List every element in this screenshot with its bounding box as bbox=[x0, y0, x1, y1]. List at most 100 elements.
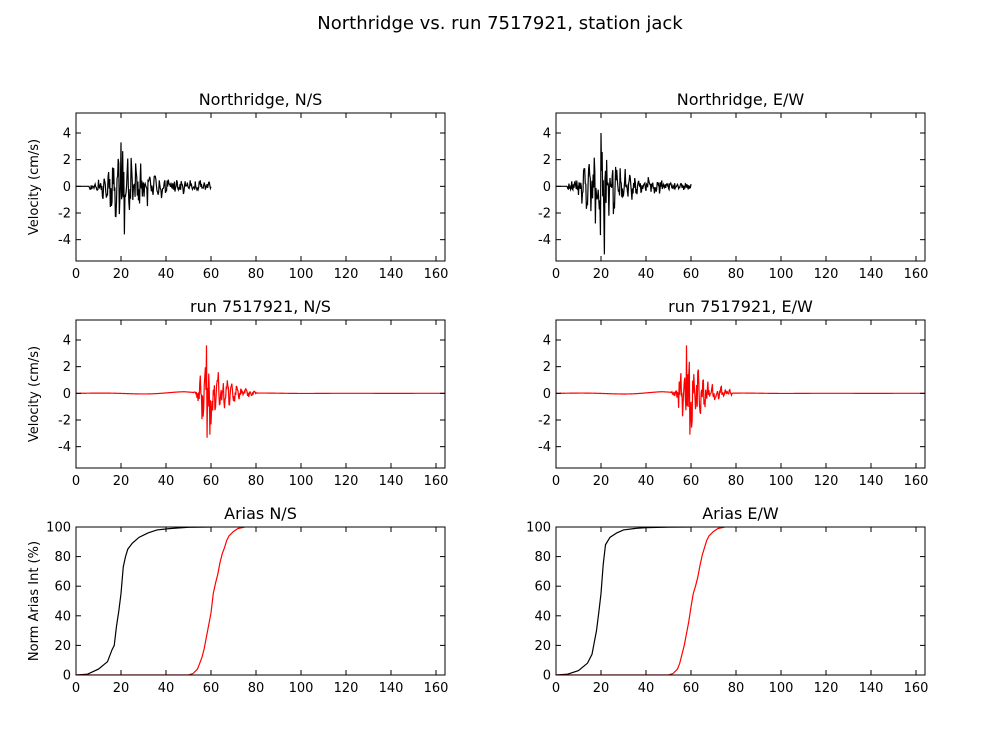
x-tick-label: 160 bbox=[424, 681, 449, 696]
y-tick-label: 2 bbox=[543, 360, 551, 375]
y-tick-label: 100 bbox=[526, 521, 551, 536]
y-tick-label: -4 bbox=[538, 440, 551, 455]
y-tick-label: 60 bbox=[54, 580, 71, 595]
y-tick-label: 0 bbox=[543, 180, 551, 195]
axes-frame bbox=[75, 112, 446, 262]
y-tick-label: -2 bbox=[58, 414, 71, 429]
x-tick-label: 120 bbox=[334, 474, 359, 489]
series-line-1 bbox=[556, 527, 692, 675]
y-tick-label: -2 bbox=[538, 414, 551, 429]
x-tick-label: 60 bbox=[203, 267, 220, 282]
x-tick-label: 140 bbox=[379, 267, 404, 282]
y-tick-label: 4 bbox=[63, 127, 71, 142]
x-tick-label: 40 bbox=[638, 681, 655, 696]
y-tick-label: 0 bbox=[543, 387, 551, 402]
x-tick-label: 140 bbox=[859, 474, 884, 489]
x-tick-label: 80 bbox=[728, 681, 745, 696]
y-tick-label: 60 bbox=[534, 580, 551, 595]
y-tick-label: 20 bbox=[534, 639, 551, 654]
y-tick-label: 2 bbox=[543, 153, 551, 168]
x-tick-label: 120 bbox=[334, 681, 359, 696]
y-tick-label: 100 bbox=[46, 521, 71, 536]
axes-frame bbox=[75, 526, 446, 676]
series-line-1 bbox=[556, 345, 925, 435]
y-tick-label: 0 bbox=[543, 669, 551, 684]
x-tick-label: 20 bbox=[593, 474, 610, 489]
x-tick-label: 0 bbox=[552, 681, 560, 696]
y-tick-label: 20 bbox=[54, 639, 71, 654]
x-tick-label: 60 bbox=[203, 681, 220, 696]
y-tick-label: 4 bbox=[543, 127, 551, 142]
axes-title: Arias N/S bbox=[224, 504, 297, 523]
axes-frame bbox=[555, 526, 926, 676]
y-tick-label: -4 bbox=[58, 233, 71, 248]
ax-ns-sim: 0 20 40 60 80 100 120 140 160 -4 -2 0 2 4 run 7517921,… bbox=[27, 297, 448, 489]
x-tick-label: 20 bbox=[593, 267, 610, 282]
y-tick-label: -2 bbox=[58, 207, 71, 222]
y-tick-label: 0 bbox=[63, 180, 71, 195]
x-tick-label: 60 bbox=[683, 267, 700, 282]
y-tick-label: -4 bbox=[58, 440, 71, 455]
ax-ew-sim: 0 20 40 60 80 100 120 140 160 -4 -2 0 2 4 run 7517921,… bbox=[538, 297, 928, 489]
x-tick-label: 0 bbox=[552, 474, 560, 489]
x-tick-label: 20 bbox=[593, 681, 610, 696]
y-tick-label: 40 bbox=[534, 609, 551, 624]
x-tick-label: 100 bbox=[769, 474, 794, 489]
x-tick-label: 80 bbox=[728, 474, 745, 489]
x-tick-label: 60 bbox=[203, 474, 220, 489]
x-tick-label: 100 bbox=[769, 267, 794, 282]
x-tick-label: 40 bbox=[158, 474, 175, 489]
ax-ns-arias: 0 20 40 60 80 100 120 140 160 0 20 40 60 80 100 Arias N… bbox=[27, 504, 448, 696]
x-tick-label: 120 bbox=[814, 267, 839, 282]
x-tick-label: 60 bbox=[683, 474, 700, 489]
x-tick-label: 40 bbox=[638, 474, 655, 489]
x-tick-label: 160 bbox=[904, 267, 929, 282]
x-tick-label: 20 bbox=[113, 267, 130, 282]
series-line-2 bbox=[76, 527, 245, 675]
ax-ew-obs: 0 20 40 60 80 100 120 140 160 -4 -2 0 2 4 Northridge, … bbox=[538, 90, 928, 282]
x-tick-label: 120 bbox=[334, 267, 359, 282]
x-tick-label: 160 bbox=[904, 681, 929, 696]
x-tick-label: 0 bbox=[72, 267, 80, 282]
axes-frame bbox=[75, 319, 446, 469]
series-line-1 bbox=[76, 142, 212, 235]
x-tick-label: 80 bbox=[728, 267, 745, 282]
axes-title: run 7517921, N/S bbox=[190, 297, 331, 316]
x-tick-label: 60 bbox=[683, 681, 700, 696]
x-tick-label: 160 bbox=[424, 267, 449, 282]
x-tick-label: 100 bbox=[289, 267, 314, 282]
x-tick-label: 40 bbox=[638, 267, 655, 282]
axes-title: run 7517921, E/W bbox=[668, 297, 813, 316]
y-tick-label: 2 bbox=[63, 360, 71, 375]
x-tick-label: 40 bbox=[158, 267, 175, 282]
x-tick-label: 120 bbox=[814, 474, 839, 489]
x-tick-label: 80 bbox=[248, 267, 265, 282]
y-tick-label: 4 bbox=[543, 334, 551, 349]
x-tick-label: 20 bbox=[113, 474, 130, 489]
y-tick-label: -2 bbox=[538, 207, 551, 222]
series-line-1 bbox=[76, 527, 212, 675]
y-tick-label: 2 bbox=[63, 153, 71, 168]
axes-frame bbox=[555, 319, 926, 469]
x-tick-label: 0 bbox=[72, 474, 80, 489]
y-tick-label: -4 bbox=[538, 233, 551, 248]
ax-ns-obs: 0 20 40 60 80 100 120 140 160 -4 -2 0 2 4 Northridge, … bbox=[27, 90, 448, 282]
axes-frame bbox=[555, 112, 926, 262]
x-tick-label: 80 bbox=[248, 681, 265, 696]
y-tick-label: 80 bbox=[534, 550, 551, 565]
axes-title: Arias E/W bbox=[702, 504, 779, 523]
figure-title: Northridge vs. run 7517921, station jack bbox=[317, 13, 683, 34]
x-tick-label: 140 bbox=[859, 267, 884, 282]
y-tick-label: 0 bbox=[63, 669, 71, 684]
x-tick-label: 140 bbox=[379, 474, 404, 489]
x-tick-label: 100 bbox=[289, 474, 314, 489]
x-tick-label: 0 bbox=[552, 267, 560, 282]
axes-title: Northridge, E/W bbox=[677, 90, 805, 109]
x-tick-label: 140 bbox=[379, 681, 404, 696]
series-line-2 bbox=[556, 527, 725, 675]
y-axis-label: Velocity (cm/s) bbox=[27, 139, 42, 235]
y-axis-label: Velocity (cm/s) bbox=[27, 346, 42, 442]
x-tick-label: 100 bbox=[769, 681, 794, 696]
x-tick-label: 120 bbox=[814, 681, 839, 696]
